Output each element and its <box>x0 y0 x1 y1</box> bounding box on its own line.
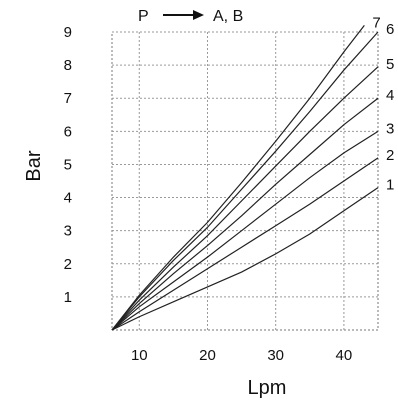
y-tick-label: 3 <box>64 223 72 240</box>
title-right: A, B <box>213 8 243 25</box>
x-tick-label: 40 <box>336 347 353 364</box>
ticks: 10 20 30 40 1 2 3 4 5 6 7 8 9 <box>64 24 353 364</box>
series-label: 3 <box>386 120 394 137</box>
x-tick-label: 10 <box>131 347 148 364</box>
series-line-6 <box>111 31 379 331</box>
x-tick-label: 30 <box>267 347 284 364</box>
y-tick-label: 5 <box>64 156 72 173</box>
y-tick-label: 4 <box>64 190 72 207</box>
y-tick-label: 8 <box>64 57 72 74</box>
series-label: 6 <box>386 21 394 38</box>
series-label: 4 <box>386 87 394 104</box>
series-line-7 <box>111 25 365 331</box>
y-axis-label: Bar <box>23 150 45 181</box>
series-line-1 <box>111 187 379 331</box>
y-tick-label: 2 <box>64 256 72 273</box>
title-left: P <box>138 8 149 25</box>
series-line-5 <box>111 66 379 331</box>
y-tick-label: 6 <box>64 123 72 140</box>
x-tick-label: 20 <box>199 347 216 364</box>
series-label: 5 <box>386 56 394 73</box>
series-label: 1 <box>386 177 394 194</box>
arrow-icon <box>163 10 204 20</box>
chart-title: P A, B <box>138 8 243 25</box>
series-line-2 <box>111 157 379 331</box>
series-line-4 <box>111 97 379 331</box>
series-line-3 <box>111 130 379 331</box>
series-label: 2 <box>386 147 394 164</box>
curves: 1 2 3 4 5 67 <box>111 14 394 331</box>
series-label: 7 <box>372 14 380 31</box>
x-axis-label: Lpm <box>248 377 287 399</box>
y-tick-label: 9 <box>64 24 72 41</box>
y-tick-label: 1 <box>64 289 72 306</box>
y-tick-label: 7 <box>64 90 72 107</box>
